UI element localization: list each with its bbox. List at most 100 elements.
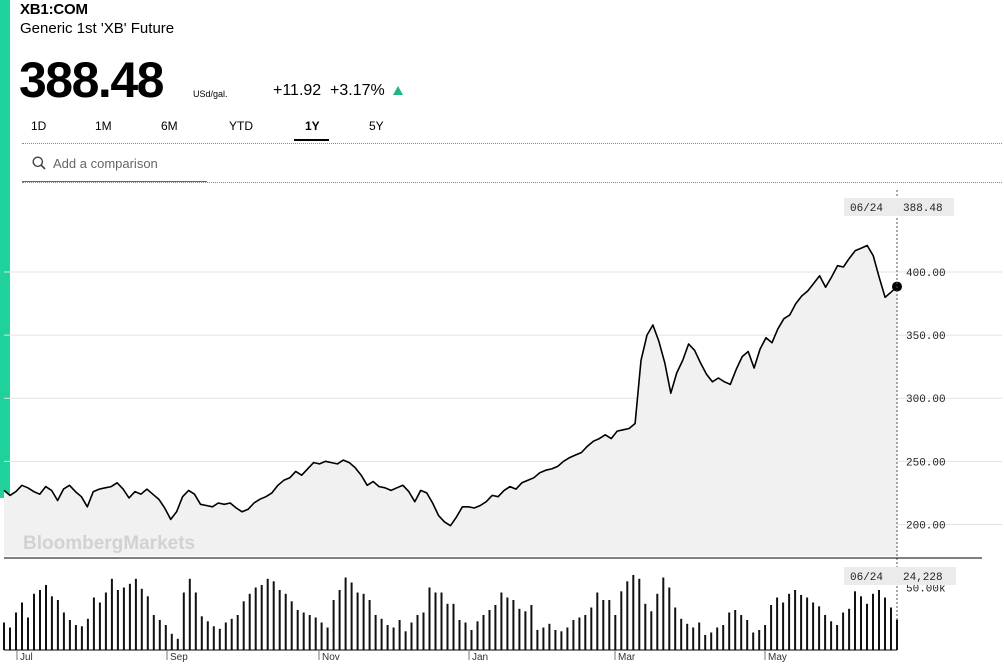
- volume-bar: [386, 625, 389, 650]
- volume-bar: [614, 615, 617, 650]
- volume-bar: [602, 600, 605, 650]
- tab-6m[interactable]: 6M: [161, 119, 178, 133]
- volume-bar: [566, 627, 569, 650]
- volume-bar: [704, 635, 707, 650]
- volume-bar: [698, 622, 701, 650]
- price-accent-bar: [0, 0, 10, 498]
- volume-bar: [548, 623, 551, 651]
- volume-bar: [674, 607, 677, 650]
- search-input[interactable]: [53, 154, 203, 172]
- x-tick-label: Sep: [170, 652, 188, 663]
- volume-bar: [92, 597, 95, 650]
- volume-bar: [176, 638, 179, 651]
- volume-bar: [734, 610, 737, 650]
- volume-bar: [848, 608, 851, 651]
- volume-bar: [212, 626, 215, 651]
- price-change: +11.92: [273, 82, 322, 99]
- volume-bar: [302, 612, 305, 650]
- tab-1m[interactable]: 1M: [95, 119, 112, 133]
- volume-bar: [752, 632, 755, 650]
- volume-bar: [248, 593, 251, 651]
- volume-bar: [284, 593, 287, 651]
- volume-bar: [530, 605, 533, 650]
- volume-bar: [62, 612, 65, 650]
- volume-bar: [680, 618, 683, 651]
- volume-bar: [482, 615, 485, 650]
- volume-bar: [152, 615, 155, 650]
- volume-bar: [620, 591, 623, 651]
- volume-bar: [45, 585, 47, 650]
- x-tick-label: Mar: [618, 652, 636, 663]
- volume-bar: [392, 627, 395, 650]
- active-tab-indicator: [294, 139, 329, 141]
- volume-bar: [554, 630, 557, 650]
- volume-bar: [644, 603, 647, 651]
- volume-bar: [230, 618, 233, 651]
- volume-bar: [632, 575, 635, 650]
- volume-bar: [794, 590, 797, 650]
- volume-bar: [21, 602, 23, 650]
- volume-bar: [314, 617, 317, 650]
- comparison-search[interactable]: [22, 151, 207, 182]
- volume-bar: [488, 610, 491, 650]
- divider: [22, 143, 1002, 144]
- volume-bar: [668, 587, 671, 650]
- price-tooltip-date: 06/24: [850, 203, 883, 215]
- volume-bar: [15, 612, 17, 650]
- volume-bar: [86, 618, 89, 651]
- y-tick-label: 300.00: [906, 394, 946, 406]
- up-arrow-icon: [393, 86, 403, 95]
- volume-bar: [374, 615, 377, 650]
- tab-1d[interactable]: 1D: [31, 119, 47, 133]
- volume-bar: [338, 590, 341, 650]
- volume-bar: [452, 603, 455, 651]
- tab-ytd[interactable]: YTD: [229, 119, 253, 133]
- volume-bar: [80, 626, 83, 651]
- volume-bar: [746, 620, 749, 650]
- volume-bar: [296, 610, 299, 650]
- price-change-percent: +3.17%: [330, 82, 385, 99]
- volume-bar: [710, 632, 713, 650]
- y-tick-label: 350.00: [906, 331, 946, 343]
- volume-bar: [146, 596, 149, 651]
- volume-bar: [824, 615, 827, 650]
- volume-bar: [470, 630, 473, 650]
- x-tick-label: Jul: [20, 652, 33, 663]
- volume-bar: [368, 600, 371, 650]
- volume-bar: [716, 627, 719, 650]
- volume-bar: [782, 602, 785, 650]
- volume-bar: [104, 592, 107, 650]
- volume-bar: [686, 623, 689, 651]
- volume-bar: [590, 607, 593, 650]
- volume-bar: [662, 577, 665, 650]
- volume-bar: [308, 615, 311, 650]
- volume-bar: [206, 621, 209, 651]
- volume-bar: [872, 593, 874, 651]
- tab-5y[interactable]: 5Y: [369, 119, 384, 133]
- volume-bar: [194, 592, 197, 650]
- volume-bar: [728, 612, 731, 650]
- volume-bar: [50, 596, 53, 651]
- volume-bar: [866, 603, 868, 651]
- volume-bar: [332, 600, 335, 650]
- volume-bar: [776, 597, 779, 650]
- volume-bar: [122, 587, 125, 650]
- volume-bar: [33, 593, 35, 651]
- volume-bar: [650, 611, 653, 651]
- search-icon: [32, 156, 46, 170]
- volume-bar: [218, 628, 221, 651]
- volume-bar: [560, 631, 563, 651]
- tab-1y[interactable]: 1Y: [305, 119, 320, 133]
- volume-bar: [584, 615, 587, 650]
- volume-bar: [800, 595, 803, 650]
- volume-bar: [380, 618, 383, 651]
- volume-bar: [428, 587, 431, 650]
- volume-bar: [692, 627, 695, 650]
- volume-bar: [722, 625, 725, 650]
- volume-bar: [788, 593, 791, 651]
- volume-bar: [254, 587, 257, 650]
- volume-bar: [182, 592, 185, 650]
- volume-bar: [758, 630, 761, 650]
- volume-bar: [116, 590, 119, 650]
